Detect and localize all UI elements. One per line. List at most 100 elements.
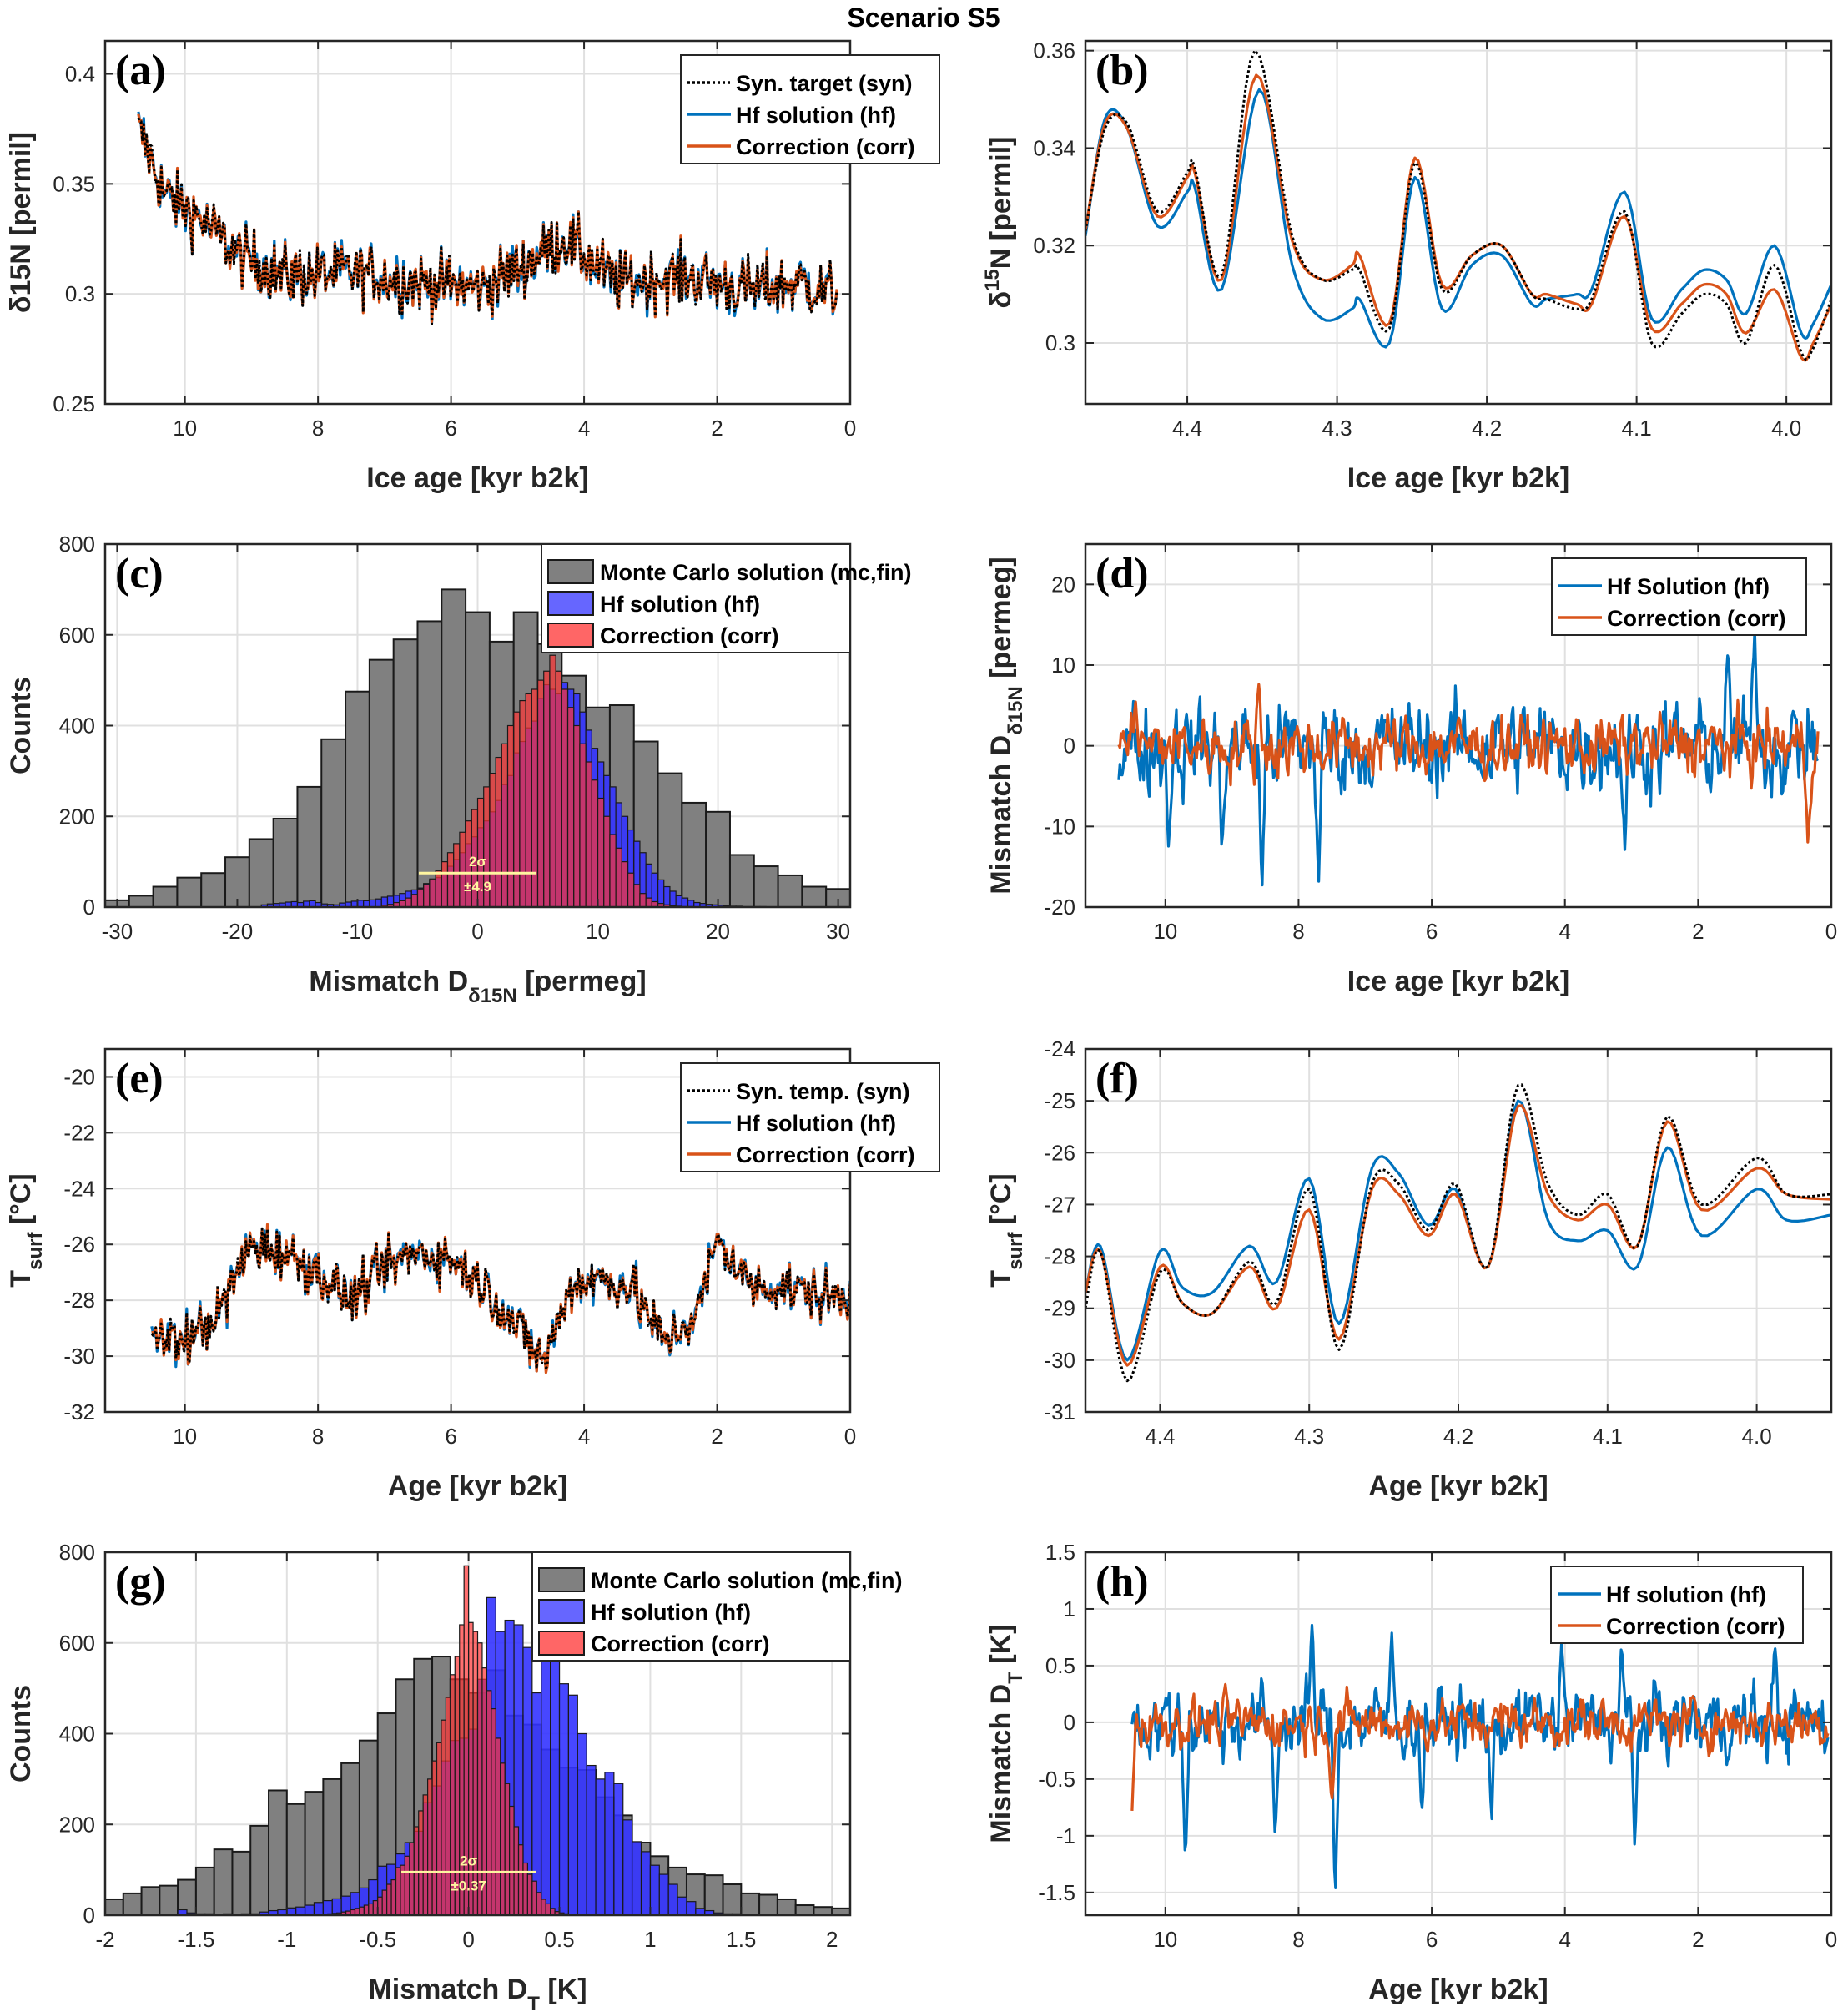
- x-tick-label: 4.1: [1622, 416, 1652, 441]
- bar-hf: [577, 1732, 587, 1915]
- x-tick-label: 8: [1292, 1927, 1304, 1952]
- bar-corr: [615, 847, 622, 907]
- bar-corr: [526, 1873, 533, 1915]
- bar-corr: [509, 1805, 515, 1915]
- y-tick-label: 0.34: [1033, 135, 1075, 160]
- two-sigma-label: 2σ: [469, 854, 486, 870]
- bar-corr: [395, 1867, 401, 1915]
- bar-corr: [536, 1892, 542, 1915]
- series-line-hf: [1085, 1099, 1831, 1362]
- y-axis-label: Counts: [5, 1685, 37, 1783]
- bar-hf: [632, 1841, 642, 1915]
- two-sigma-value: ±0.37: [451, 1878, 486, 1893]
- bar-corr: [385, 1883, 392, 1915]
- y-tick-label: 0.5: [1045, 1653, 1075, 1678]
- y-tick-label: 0.35: [53, 171, 95, 196]
- x-tick-label: 6: [1426, 919, 1438, 944]
- series-line-hf: [1085, 88, 1831, 349]
- x-tick-label: 4.3: [1294, 1424, 1324, 1449]
- x-tick-label: 0.5: [544, 1927, 574, 1952]
- bar-mc: [740, 1892, 761, 1915]
- bar-hf: [286, 1907, 297, 1915]
- legend: Hf Solution (hf) Correction (corr): [1551, 557, 1807, 636]
- x-tick-label: 8: [1292, 919, 1304, 944]
- legend-label-hf: Hf solution (hf): [736, 1111, 896, 1136]
- bar-corr: [506, 724, 515, 907]
- panel-label: (d): [1095, 550, 1149, 598]
- bar-mc: [728, 854, 755, 907]
- bar-mc: [268, 1789, 288, 1915]
- y-tick-label: 1: [1064, 1596, 1075, 1621]
- bar-corr: [517, 1844, 524, 1915]
- two-sigma-label: 2σ: [460, 1853, 477, 1868]
- y-tick-label: -29: [1044, 1296, 1075, 1321]
- x-tick-label: 2: [826, 1927, 838, 1952]
- x-axis-label-rest: [permeg]: [517, 966, 647, 997]
- series-line-corr: [1130, 1682, 1830, 1811]
- bar-hf: [604, 1772, 615, 1915]
- bar-corr: [603, 815, 611, 907]
- x-tick-label: -30: [102, 919, 133, 944]
- bar-hf: [304, 1904, 315, 1915]
- bar-hf: [541, 1660, 551, 1915]
- bar-mc: [249, 1824, 270, 1915]
- x-axis-label: Age [kyr b2k]: [1368, 1470, 1548, 1502]
- x-tick-label: -1.5: [177, 1927, 214, 1952]
- legend-label-corr: Correction (corr): [600, 623, 779, 648]
- bar-hf: [677, 1896, 687, 1915]
- x-tick-label: 6: [445, 1424, 456, 1449]
- panel-c: 2σ ±4.9 -30 -20 -10 0 10 20 30 0 200 400 600 800 Misma…: [5, 532, 911, 1007]
- legend-label-mc: Monte Carlo solution (mc,fin): [600, 560, 911, 585]
- bar-mc: [200, 872, 227, 907]
- bar-corr: [405, 897, 412, 907]
- bar-corr: [368, 1903, 374, 1915]
- bar-corr: [359, 1906, 365, 1915]
- bar-corr: [545, 1903, 551, 1915]
- legend-box: [1551, 557, 1807, 636]
- bar-corr: [409, 1842, 415, 1915]
- series-line-corr: [137, 113, 838, 323]
- bar-mc: [776, 1898, 797, 1915]
- bar-mc: [128, 895, 154, 907]
- y-tick-label: -22: [63, 1120, 95, 1145]
- panel-label: (h): [1095, 1558, 1149, 1606]
- panel-label: (c): [115, 550, 164, 598]
- bar-corr: [454, 1656, 461, 1915]
- bar-corr: [500, 1762, 506, 1915]
- x-tick-label: 4.2: [1472, 416, 1502, 441]
- bar-corr: [621, 861, 629, 907]
- x-tick-label: 2: [1692, 919, 1704, 944]
- bar-corr: [427, 1778, 433, 1915]
- two-sigma-value: ±4.9: [464, 879, 491, 895]
- bar-corr: [519, 699, 526, 907]
- x-axis-label: Mismatch DT [K]: [368, 1974, 587, 2012]
- panel-b: 4.4 4.3 4.2 4.1 4.0 0.3 0.32 0.34 0.36 Ice age [k…: [981, 38, 1833, 494]
- y-axis-label: Counts: [5, 677, 37, 774]
- x-tick-label: 0: [844, 1424, 856, 1449]
- legend: Syn. temp. (syn) Hf solution (hf) Correcti…: [680, 1062, 940, 1172]
- axes-frame: [1084, 542, 1833, 909]
- y-axis-label-rest: [K]: [985, 1624, 1017, 1672]
- axes-frame: [103, 1047, 852, 1414]
- panel-e: 10 8 6 4 2 0 -32 -30 -28 -26 -24 -22 -20 Age [kyr b2k…: [5, 1047, 940, 1502]
- y-axis-label-sub: T: [1005, 1672, 1027, 1684]
- bar-mc: [722, 1883, 743, 1915]
- x-tick-label: -20: [222, 919, 254, 944]
- panel-label: (b): [1095, 47, 1149, 94]
- x-tick-label: 4: [578, 1424, 590, 1449]
- legend-swatch-corr: [547, 623, 594, 648]
- bar-corr: [513, 711, 521, 907]
- axes-frame: [103, 39, 852, 406]
- y-tick-label: -24: [63, 1176, 95, 1201]
- bar-hf: [622, 1819, 633, 1915]
- bar-hf: [681, 897, 689, 907]
- y-tick-label: 0.3: [1045, 330, 1075, 356]
- x-tick-label: 0: [1825, 1927, 1837, 1952]
- bar-corr: [543, 670, 551, 907]
- panel-h: 10 8 6 4 2 0 -1.5 -1 -0.5 0 0.5 1 1.5 Age [kyr b2k] Mi…: [985, 1540, 1837, 2005]
- y-axis-label-sup: 15: [981, 269, 1004, 291]
- series-corr: [322, 1565, 578, 1915]
- x-tick-label: 6: [1426, 1927, 1438, 1952]
- x-tick-label: 0: [844, 416, 856, 441]
- y-tick-label: 0.4: [65, 62, 95, 87]
